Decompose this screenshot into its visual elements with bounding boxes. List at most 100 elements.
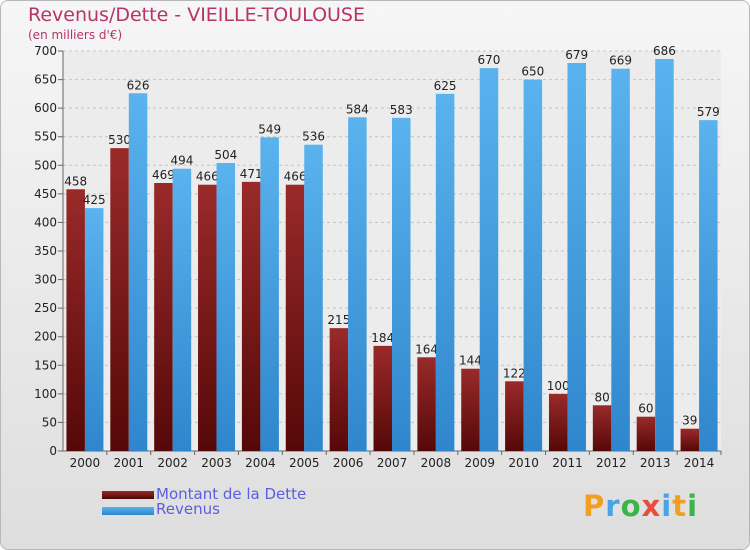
y-tick-label: 250 <box>34 301 57 315</box>
x-tick-label: 2009 <box>464 456 495 470</box>
bar-revenus <box>611 68 630 451</box>
data-label-dette: 215 <box>327 313 350 327</box>
data-label-dette: 122 <box>503 366 526 380</box>
y-tick-label: 500 <box>34 158 57 172</box>
bar-dette <box>505 381 524 451</box>
bar-dette <box>198 184 217 451</box>
legend-swatch-revenus <box>102 507 154 515</box>
bar-dette <box>66 189 85 452</box>
bar-revenus <box>567 63 586 451</box>
y-tick-label: 650 <box>34 73 57 87</box>
bar-dette <box>461 368 480 451</box>
data-label-revenus: 504 <box>214 148 237 162</box>
data-label-revenus: 584 <box>346 102 369 116</box>
bar-dette <box>329 328 349 451</box>
y-tick-label: 300 <box>34 273 57 287</box>
bar-dette <box>592 405 612 451</box>
bar-dette <box>680 428 700 451</box>
bar-revenus <box>260 137 279 452</box>
bar-dette <box>285 184 305 451</box>
data-label-revenus: 670 <box>478 53 501 67</box>
legend-label-revenus: Revenus <box>156 500 220 518</box>
data-label-dette: 466 <box>196 170 219 184</box>
logo-letter: o <box>620 489 642 523</box>
bar-revenus <box>172 168 192 451</box>
proxiti-logo: Proxiti <box>583 489 698 523</box>
bar-revenus <box>655 59 674 451</box>
bar-revenus <box>523 79 543 452</box>
y-tick-label: 200 <box>34 330 57 344</box>
bar-dette <box>548 393 568 451</box>
data-label-dette: 60 <box>638 402 653 416</box>
bar-dette <box>417 357 436 451</box>
data-label-revenus: 549 <box>258 122 281 136</box>
data-label-dette: 469 <box>152 168 175 182</box>
logo-letter: x <box>641 489 662 523</box>
y-tick-label: 450 <box>34 187 57 201</box>
bar-revenus <box>699 120 718 452</box>
data-label-dette: 39 <box>682 414 697 428</box>
bar-dette <box>154 183 173 451</box>
data-label-dette: 164 <box>415 342 438 356</box>
x-tick-label: 2003 <box>201 456 232 470</box>
data-label-revenus: 625 <box>434 79 457 93</box>
data-label-revenus: 425 <box>83 193 106 207</box>
logo-letter: r <box>605 489 621 523</box>
data-label-dette: 144 <box>459 354 482 368</box>
data-label-revenus: 669 <box>609 54 632 68</box>
bar-revenus <box>128 93 148 452</box>
data-label-dette: 466 <box>284 170 307 184</box>
y-tick-label: 350 <box>34 244 57 258</box>
data-label-revenus: 626 <box>127 78 150 92</box>
legend-label-dette: Montant de la Dette <box>156 485 307 503</box>
x-tick-label: 2011 <box>552 456 583 470</box>
y-tick-label: 150 <box>34 358 57 372</box>
x-tick-label: 2014 <box>684 456 715 470</box>
bar-revenus <box>304 144 323 451</box>
bar-dette <box>636 416 656 451</box>
x-tick-label: 2000 <box>70 456 101 470</box>
logo-letter: i <box>661 489 673 523</box>
x-tick-label: 2012 <box>596 456 627 470</box>
y-tick-label: 50 <box>42 415 57 429</box>
x-tick-label: 2007 <box>377 456 408 470</box>
data-label-dette: 458 <box>64 174 87 188</box>
data-label-dette: 80 <box>594 390 609 404</box>
data-label-revenus: 494 <box>170 154 193 168</box>
data-label-revenus: 686 <box>653 44 676 58</box>
logo-letter: t <box>672 489 688 523</box>
logo-letter: P <box>583 489 606 523</box>
bar-dette <box>241 181 261 451</box>
data-label-dette: 530 <box>108 133 131 147</box>
y-tick-label: 400 <box>34 215 57 229</box>
data-label-revenus: 679 <box>565 48 588 62</box>
y-tick-label: 550 <box>34 130 57 144</box>
y-tick-label: 0 <box>49 444 57 458</box>
data-label-revenus: 583 <box>390 103 413 117</box>
x-tick-label: 2004 <box>245 456 276 470</box>
data-label-dette: 471 <box>240 167 263 181</box>
x-tick-label: 2008 <box>421 456 452 470</box>
bar-revenus <box>435 93 455 451</box>
y-tick-label: 700 <box>34 44 57 58</box>
bar-revenus <box>84 208 104 451</box>
chart-subtitle: (en milliers d'€) <box>28 28 123 42</box>
y-tick-label: 100 <box>34 387 57 401</box>
x-tick-label: 2006 <box>333 456 364 470</box>
bar-dette <box>110 148 129 451</box>
bar-revenus <box>479 68 499 452</box>
chart-title: Revenus/Dette - VIEILLE-TOULOUSE <box>28 4 365 26</box>
bar-revenus <box>392 117 411 451</box>
x-tick-label: 2013 <box>640 456 671 470</box>
x-tick-label: 2002 <box>157 456 188 470</box>
data-label-revenus: 579 <box>697 105 720 119</box>
bar-dette <box>373 345 392 451</box>
data-label-dette: 184 <box>371 331 394 345</box>
logo-letter: i <box>687 489 699 523</box>
x-tick-label: 2010 <box>508 456 539 470</box>
bar-revenus <box>348 117 367 452</box>
legend-swatch-dette <box>102 491 154 499</box>
data-label-dette: 100 <box>547 379 570 393</box>
